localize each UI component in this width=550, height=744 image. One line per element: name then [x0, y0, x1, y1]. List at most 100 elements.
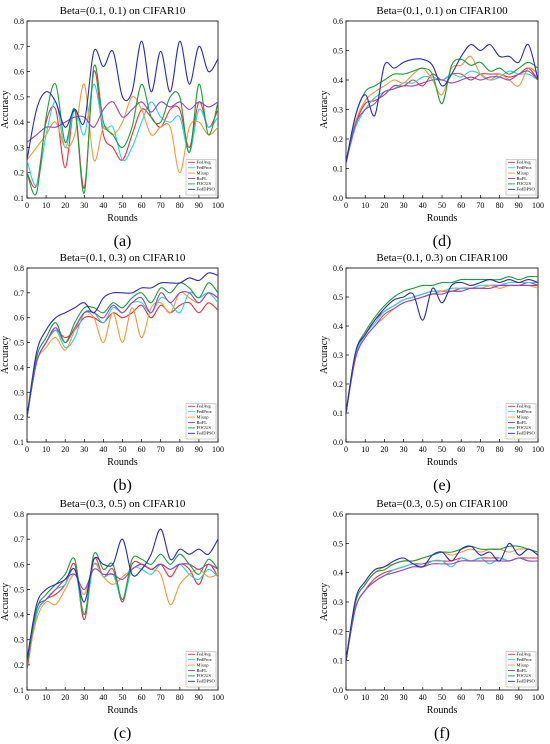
- y-tick-label: 0.5: [333, 539, 343, 548]
- x-tick-label: 60: [457, 693, 465, 702]
- y-tick-label: 0.3: [333, 351, 343, 360]
- series-line-fedavg: [346, 281, 538, 414]
- x-tick-label: 30: [400, 445, 408, 454]
- series-line-fedprox: [346, 281, 538, 414]
- y-tick-label: 0.7: [14, 289, 24, 298]
- y-tick-label: 0.1: [333, 409, 343, 418]
- x-tick-label: 40: [419, 445, 427, 454]
- series-line-rofl: [27, 101, 218, 143]
- series-line-mixup: [27, 563, 218, 666]
- x-tick-label: 40: [99, 201, 107, 210]
- series-line-fedavg: [27, 301, 218, 418]
- x-tick-label: 30: [80, 201, 88, 210]
- legend-entry-rofl: RoFL: [517, 420, 528, 425]
- y-tick-label: 0.5: [14, 339, 24, 348]
- chart-title: Beta=(0.1, 0.1) on CIFAR10: [60, 5, 186, 17]
- x-tick-label: 60: [138, 201, 146, 210]
- x-tick-label: 80: [176, 445, 184, 454]
- panel-caption: (d): [433, 233, 452, 250]
- series-line-feddpso: [27, 528, 218, 661]
- x-tick-label: 0: [344, 693, 348, 702]
- series-line-feddpso: [27, 272, 218, 418]
- legend-entry-feddpso: FedDPSO: [197, 187, 216, 192]
- legend-entry-mixup: Mixup: [197, 414, 210, 419]
- y-tick-label: 0.2: [333, 627, 343, 636]
- series-line-mixup: [346, 548, 538, 662]
- y-tick-label: 0.1: [14, 194, 24, 203]
- chart-title: Beta=(0.1, 0.3) on CIFAR100: [376, 252, 508, 264]
- x-tick-label: 0: [25, 693, 29, 702]
- x-tick-label: 80: [496, 693, 504, 702]
- chart-title: Beta=(0.1, 0.3) on CIFAR10: [60, 252, 186, 264]
- x-tick-label: 0: [344, 201, 348, 210]
- y-axis-label: Accuracy: [319, 90, 330, 128]
- chart-panel-f: Beta=(0.3, 0.5) on CIFAR100 0 10 20 30 40 50 60…: [319, 498, 544, 742]
- y-axis-label: Accuracy: [319, 336, 330, 374]
- series-line-focus: [27, 64, 218, 196]
- y-tick-label: 0.5: [14, 93, 24, 102]
- x-tick-label: 10: [361, 201, 369, 210]
- series-line-feddpso: [346, 43, 538, 164]
- y-axis-label: Accuracy: [0, 336, 11, 374]
- x-tick-label: 80: [496, 201, 504, 210]
- series-group: [27, 272, 218, 418]
- series-line-focus: [27, 282, 218, 418]
- series-line-focus: [346, 545, 538, 662]
- x-tick-label: 100: [532, 693, 544, 702]
- y-tick-label: 0.7: [14, 42, 24, 51]
- chart-title: Beta=(0.3, 0.5) on CIFAR100: [376, 498, 508, 510]
- x-tick-label: 100: [212, 201, 224, 210]
- legend-entry-fedprox: FedProx: [517, 165, 533, 170]
- x-tick-label: 70: [157, 445, 165, 454]
- chart-panel-e: Beta=(0.1, 0.3) on CIFAR100 0 10 20 30 40 50 60…: [319, 252, 544, 494]
- x-tick-label: 40: [419, 201, 427, 210]
- series-line-focus: [346, 58, 538, 164]
- legend-entry-feddpso: FedDPSO: [197, 431, 216, 436]
- y-tick-label: 0.3: [14, 636, 24, 645]
- legend-entry-fedavg: FedAvg: [517, 652, 532, 657]
- series-line-rofl: [27, 563, 218, 666]
- x-tick-label: 100: [532, 445, 544, 454]
- legend-entry-feddpso: FedDPSO: [517, 187, 536, 192]
- x-tick-label: 10: [42, 445, 50, 454]
- x-tick-label: 80: [176, 693, 184, 702]
- legend-entry-rofl: RoFL: [197, 176, 208, 181]
- x-tick-label: 20: [380, 201, 388, 210]
- legend-entry-mixup: Mixup: [517, 170, 530, 175]
- y-tick-label: 0.0: [333, 438, 343, 447]
- y-tick-label: 0.5: [14, 585, 24, 594]
- legend-entry-rofl: RoFL: [517, 668, 528, 673]
- x-tick-label: 60: [138, 445, 146, 454]
- x-tick-label: 50: [119, 693, 127, 702]
- x-tick-label: 30: [400, 693, 408, 702]
- series-line-mixup: [27, 291, 218, 418]
- y-tick-label: 0.6: [333, 264, 343, 273]
- x-tick-label: 50: [438, 445, 446, 454]
- x-tick-label: 20: [61, 693, 69, 702]
- legend-entry-feddpso: FedDPSO: [517, 431, 536, 436]
- y-tick-label: 0.4: [333, 76, 343, 85]
- legend-entry-fedprox: FedProx: [197, 165, 213, 170]
- y-tick-label: 0.2: [14, 169, 24, 178]
- x-tick-label: 50: [438, 201, 446, 210]
- legend-entry-rofl: RoFL: [197, 668, 208, 673]
- legend-entry-fedprox: FedProx: [517, 409, 533, 414]
- y-tick-label: 0.2: [333, 380, 343, 389]
- x-tick-label: 80: [176, 201, 184, 210]
- legend-entry-focus: FOCUS: [197, 425, 212, 430]
- x-axis-label: Rounds: [427, 213, 458, 224]
- chart-title: Beta=(0.3, 0.5) on CIFAR10: [60, 498, 186, 510]
- y-tick-label: 0.2: [14, 413, 24, 422]
- series-line-feddpso: [27, 40, 218, 161]
- panel-caption: (f): [434, 725, 450, 742]
- series-line-fedprox: [27, 291, 218, 418]
- x-tick-label: 80: [496, 445, 504, 454]
- x-tick-label: 70: [476, 445, 484, 454]
- x-tick-label: 90: [195, 445, 203, 454]
- series-line-focus: [346, 275, 538, 414]
- legend-entry-focus: FOCUS: [197, 673, 212, 678]
- legend-entry-fedavg: FedAvg: [197, 404, 212, 409]
- legend-entry-mixup: Mixup: [517, 662, 530, 667]
